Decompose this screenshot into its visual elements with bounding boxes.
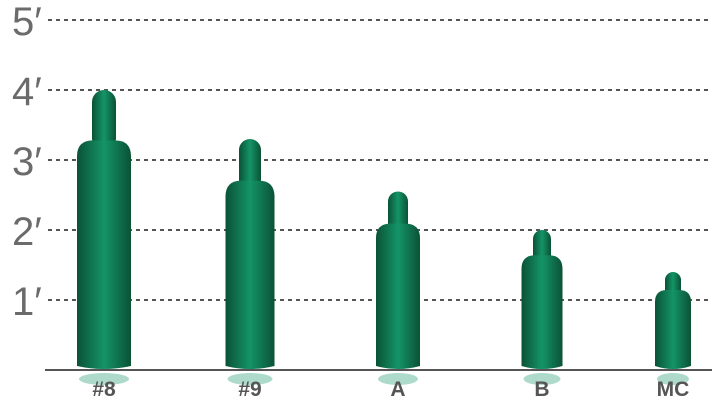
bar-body [376,223,420,369]
bar [521,230,563,385]
bar [225,139,275,385]
x-axis-labels: #8 #9 A B MC [92,378,689,401]
bar-neck [239,139,261,191]
bar-body [655,290,691,369]
bar [376,191,420,385]
bar-body [225,180,275,369]
bar-reflection [523,373,561,385]
bar-neck [92,90,116,151]
x-tick-label: MC [657,378,690,401]
bar-body [77,140,131,369]
x-tick-label: B [534,378,549,401]
x-tick-label: A [390,378,405,401]
y-tick-label: 1′ [12,280,42,324]
bar [77,90,131,385]
bar-neck [388,191,408,234]
bar-reflection [227,373,273,385]
bar-reflection [79,373,129,385]
grid-lines [48,19,712,301]
bar-reflection [657,373,689,385]
y-tick-label: 3′ [12,140,42,184]
bar-body [521,255,563,369]
bar [655,272,691,385]
y-tick-label: 4′ [12,70,42,114]
y-tick-label: 2′ [12,210,42,254]
y-axis-ticks: 1′ 2′ 3′ 4′ 5′ [12,0,42,324]
bar-reflection [378,373,418,385]
bars [77,90,691,385]
y-tick-label: 5′ [12,0,42,44]
x-tick-label: #8 [92,378,116,401]
x-tick-label: #9 [238,378,261,401]
